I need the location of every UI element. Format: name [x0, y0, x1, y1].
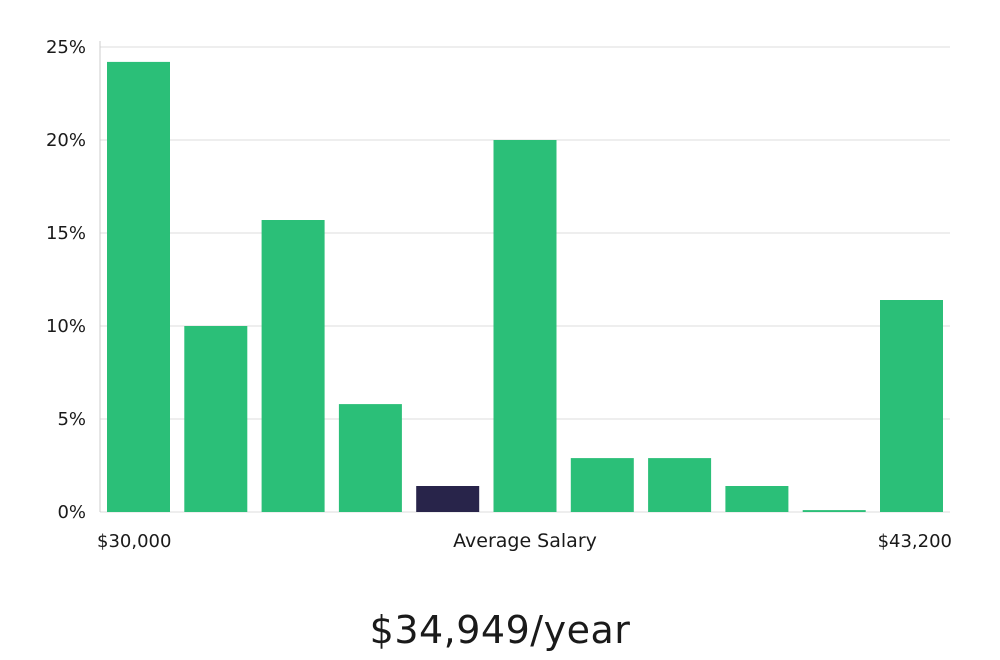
y-tick-label: 0%	[57, 502, 86, 523]
average-salary-value: $34,949/year	[369, 608, 631, 652]
bar	[338, 404, 402, 512]
bar	[107, 61, 170, 513]
y-tick-label: 5%	[57, 409, 86, 430]
y-tick-labels: 0% 5% 10% 15% 20% 25%	[46, 37, 86, 523]
y-tick-label: 25%	[46, 37, 86, 58]
bar	[725, 486, 789, 512]
bar-highlighted	[416, 486, 480, 512]
bar	[261, 220, 325, 512]
x-axis-label: Average Salary	[453, 530, 597, 552]
y-tick-label: 15%	[46, 223, 86, 244]
bars	[107, 61, 943, 513]
bar	[493, 140, 557, 512]
bar	[880, 300, 943, 512]
bar	[802, 510, 866, 512]
x-min-label: $30,000	[97, 531, 171, 552]
bar	[184, 326, 248, 512]
bar	[648, 458, 712, 512]
y-tick-label: 10%	[46, 316, 86, 337]
salary-distribution-chart: 0%5%10%15%20%25% $30,000 Average Salary …	[46, 37, 952, 552]
y-tick-label: 20%	[46, 130, 86, 151]
x-max-label: $43,200	[878, 531, 952, 552]
bar	[570, 458, 634, 512]
